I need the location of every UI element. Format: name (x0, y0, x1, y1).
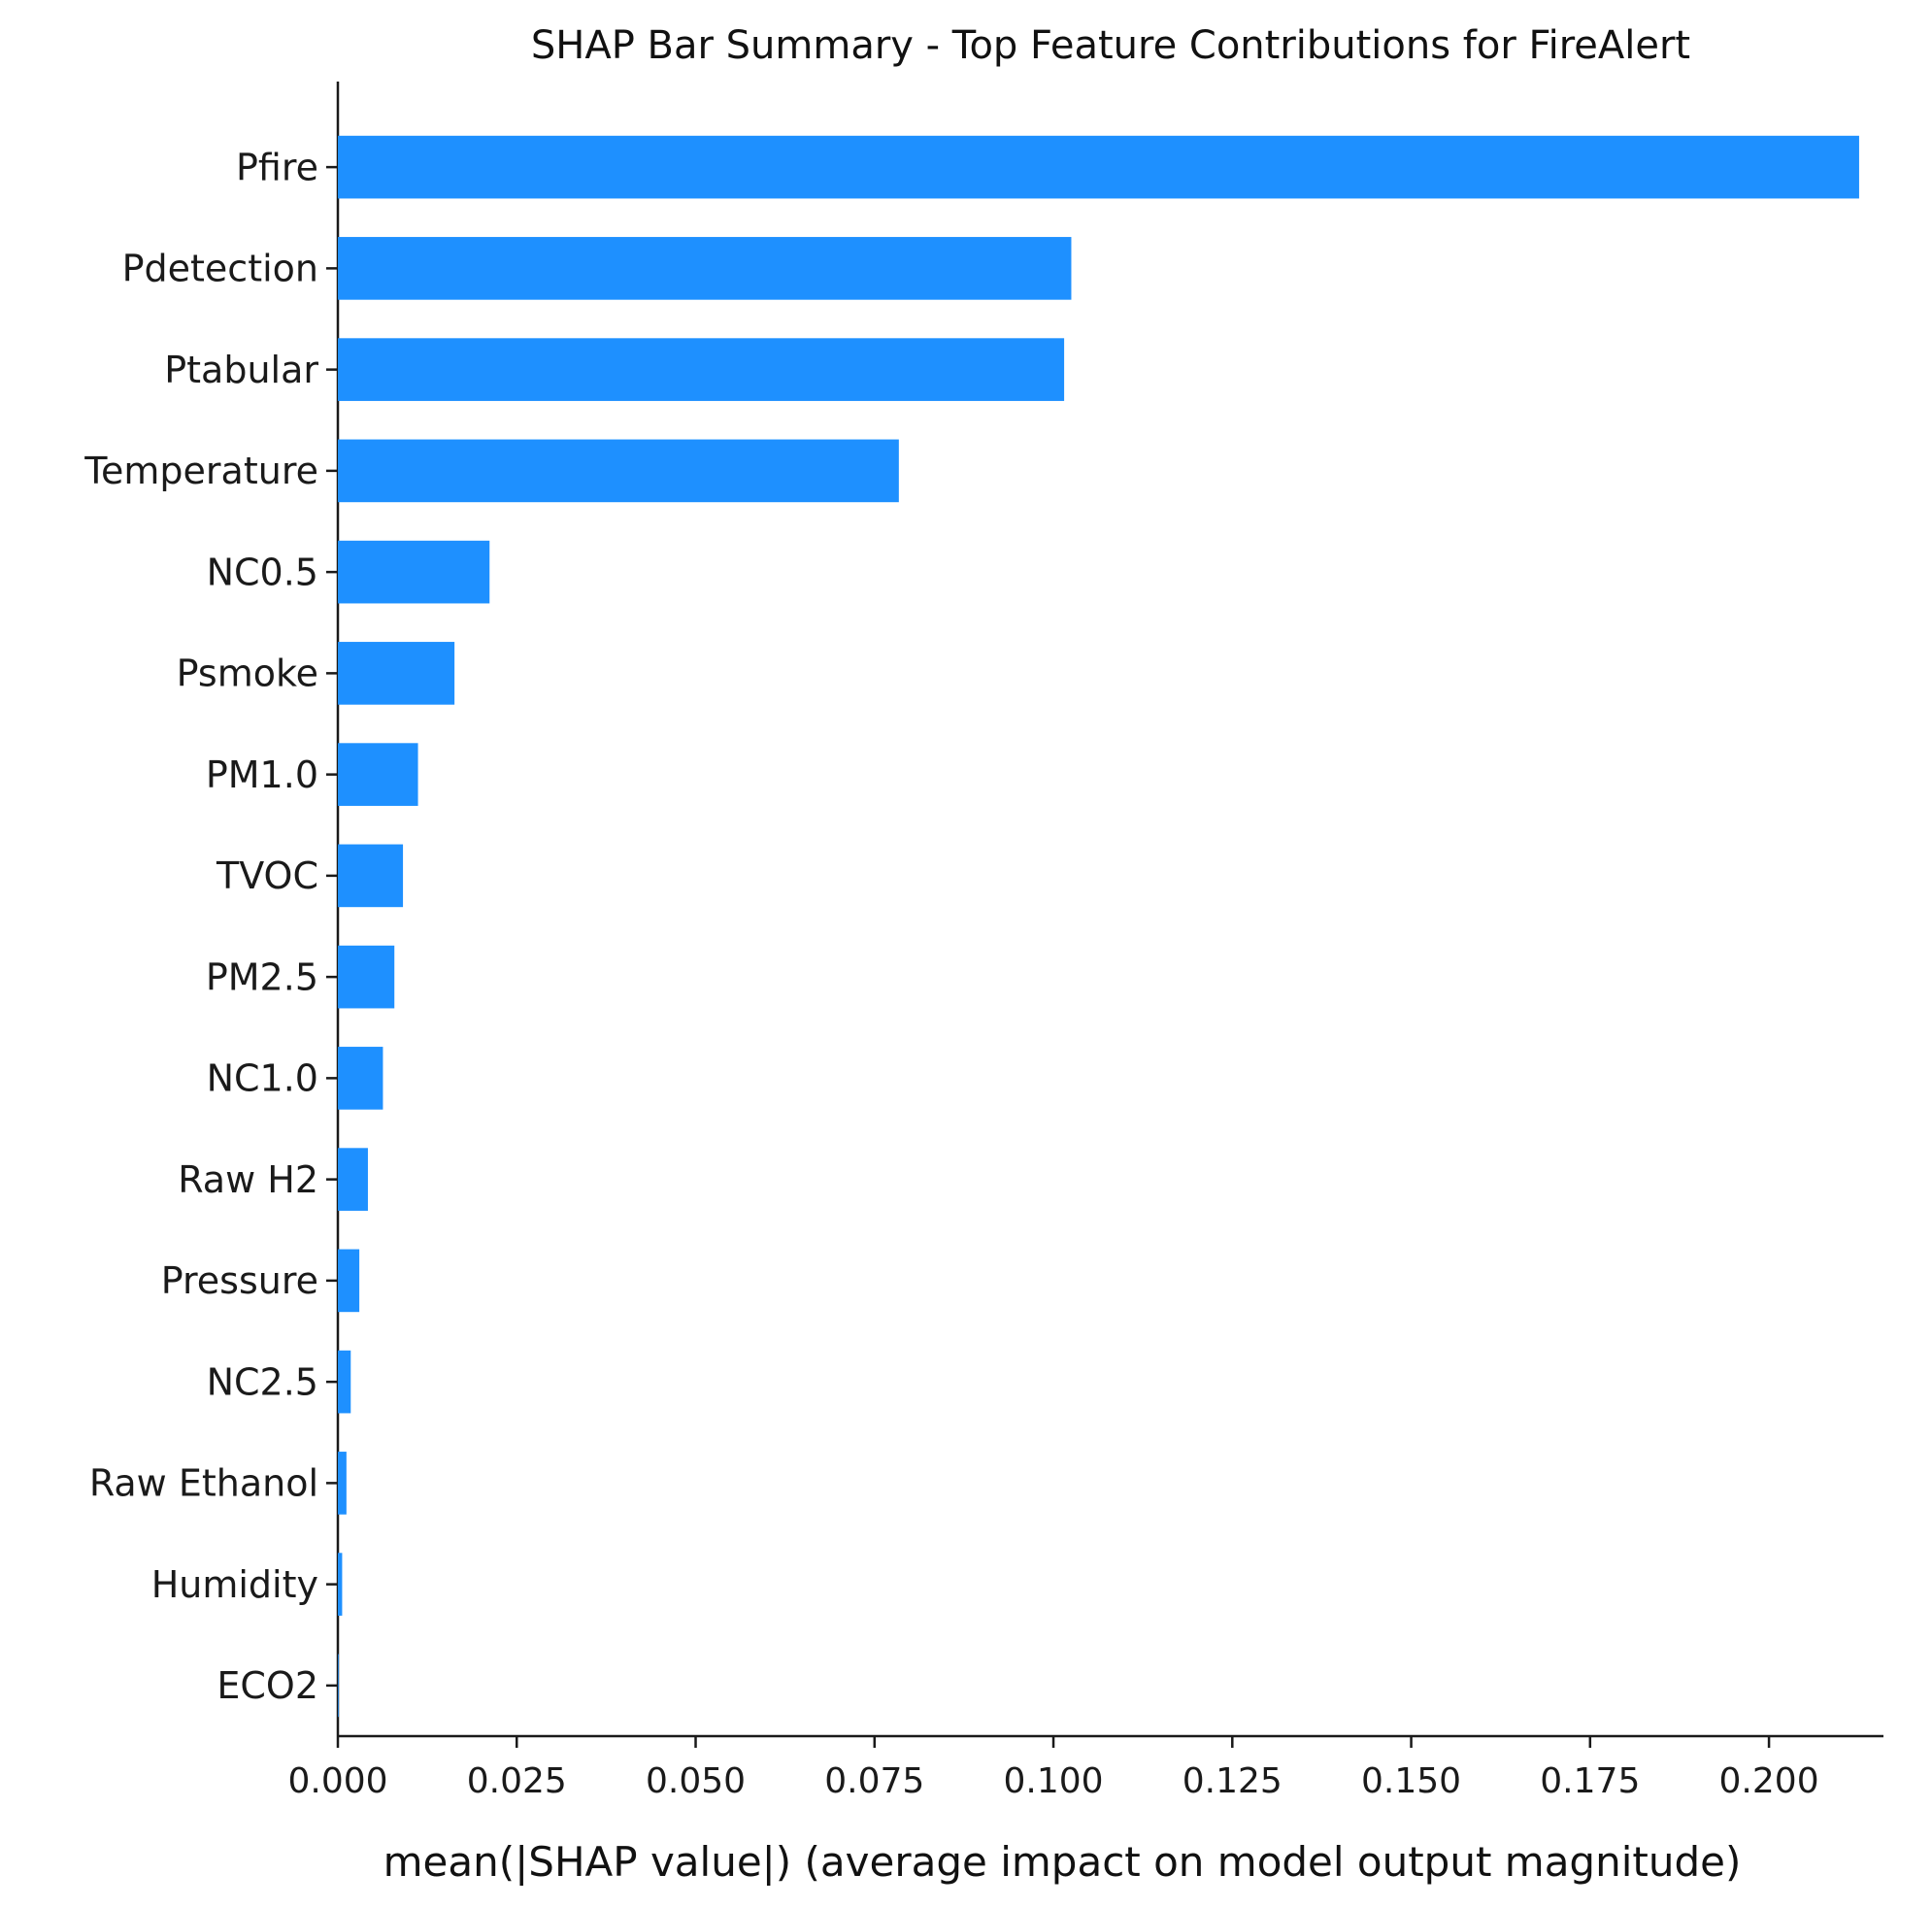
bar (338, 642, 455, 705)
y-tick-label: Raw H2 (178, 1158, 318, 1201)
bar (338, 1350, 351, 1414)
bar (338, 237, 1072, 300)
bar (338, 1047, 383, 1110)
bar (338, 135, 1859, 199)
x-tick-label: 0.025 (467, 1761, 567, 1801)
bar (338, 540, 490, 604)
bar (338, 1452, 347, 1515)
bar (338, 1654, 339, 1718)
bar (338, 439, 899, 503)
y-tick-label: Pfire (236, 146, 318, 188)
x-tick-label: 0.125 (1183, 1761, 1282, 1801)
x-tick-label: 0.100 (1004, 1761, 1104, 1801)
x-tick-label: 0.000 (287, 1761, 387, 1801)
bar (338, 338, 1065, 401)
y-tick-label: NC0.5 (207, 551, 318, 593)
y-tick-label: TVOC (216, 854, 318, 897)
y-tick-label: ECO2 (217, 1664, 318, 1707)
y-tick-label: PM2.5 (206, 955, 318, 998)
x-tick-label: 0.200 (1719, 1761, 1819, 1801)
x-tick-label: 0.150 (1361, 1761, 1461, 1801)
y-tick-label: Pressure (161, 1259, 318, 1302)
bar (338, 844, 404, 908)
bar (338, 1148, 368, 1211)
bar (338, 1553, 343, 1616)
y-tick-label: Pdetection (122, 248, 318, 290)
y-tick-label: Humidity (151, 1563, 318, 1606)
y-tick-label: PM1.0 (206, 753, 318, 796)
y-tick-label: Ptabular (164, 349, 318, 391)
y-tick-label: NC1.0 (207, 1057, 318, 1100)
chart-title: SHAP Bar Summary - Top Feature Contribut… (530, 23, 1691, 68)
bar (338, 743, 418, 806)
x-tick-label: 0.050 (646, 1761, 746, 1801)
y-tick-label: Raw Ethanol (89, 1462, 318, 1505)
y-tick-label: Psmoke (177, 653, 318, 695)
y-tick-label: NC2.5 (207, 1360, 318, 1403)
y-tick-label: Temperature (83, 450, 318, 492)
x-tick-label: 0.175 (1540, 1761, 1640, 1801)
bar (338, 1249, 360, 1313)
x-tick-label: 0.075 (824, 1761, 924, 1801)
x-axis-label: mean(|SHAP value|) (average impact on mo… (383, 1838, 1742, 1886)
bar (338, 945, 395, 1009)
